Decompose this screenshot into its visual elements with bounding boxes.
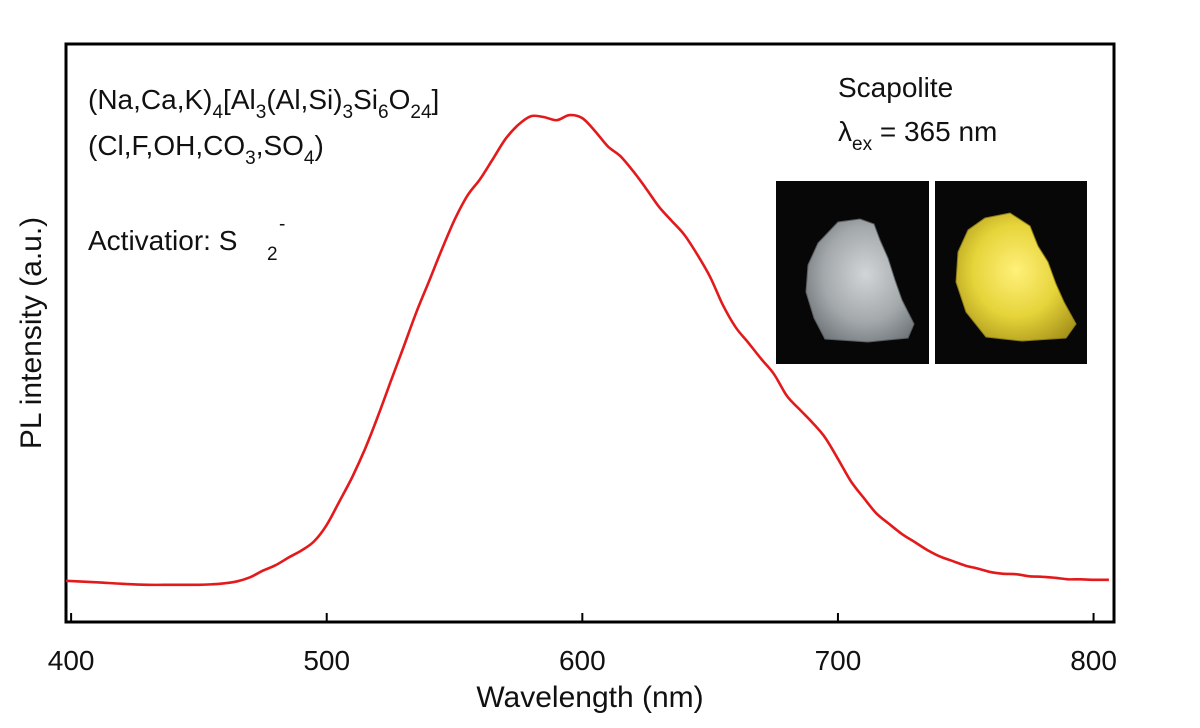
y-axis-label: PL intensity (a.u.) [15,217,48,449]
formula-line-1: (Na,Ca,K)4[Al3(Al,Si)3Si6O24] [88,84,439,123]
x-tick-label-800: 800 [1070,645,1117,676]
activator-superscript: - [279,214,285,235]
x-tick-label-700: 700 [815,645,862,676]
formula-1-part-3: 3 [256,102,267,123]
excitation-subscript: ex [852,134,873,155]
formula-1-part-1: 4 [212,102,223,123]
excitation-value: = 365 nm [872,116,997,147]
formula-1-part-10: ] [432,84,440,115]
formula-1-part-8: O [389,84,411,115]
series-line-pl-emission [65,113,1109,587]
rock-uv-glow-image [955,212,1077,342]
rock-daylight-image [805,218,915,343]
photo-uv [935,181,1087,364]
x-tick-label-500: 500 [303,645,350,676]
formula-1-part-2: [Al [223,84,256,115]
excitation-annotation: λex = 365 nm [838,116,997,155]
formula-1-part-4: (Al,Si) [266,84,342,115]
formula-1-part-9: 24 [410,102,432,123]
formula-2-part-2: ,SO [256,130,304,161]
formula-1-part-7: 6 [378,102,389,123]
x-axis: 400 500 600 700 800 [48,613,1117,676]
plot-frame [64,42,1116,624]
formula-1-part-0: (Na,Ca,K) [88,84,212,115]
formula-2-part-4: ) [315,130,324,161]
x-axis-label: Wavelength (nm) [476,681,703,714]
mineral-name: Scapolite [838,72,953,103]
formula-line-2: (Cl,F,OH,CO3,SO4) [88,130,324,169]
formula-2-part-0: (Cl,F,OH,CO [88,130,245,161]
activator-subscript: 2 [267,244,278,265]
photo-daylight [776,181,929,364]
activator-label: Activatior: S [88,225,237,256]
activator-annotation: Activatior: S 2- [88,214,285,265]
excitation-symbol: λ [838,116,852,147]
formula-1-part-5: 3 [343,102,354,123]
x-tick-label-400: 400 [48,645,95,676]
formula-2-part-3: 4 [304,148,315,169]
x-tick-label-600: 600 [559,645,606,676]
formula-1-part-6: Si [353,84,378,115]
formula-2-part-1: 3 [245,148,256,169]
